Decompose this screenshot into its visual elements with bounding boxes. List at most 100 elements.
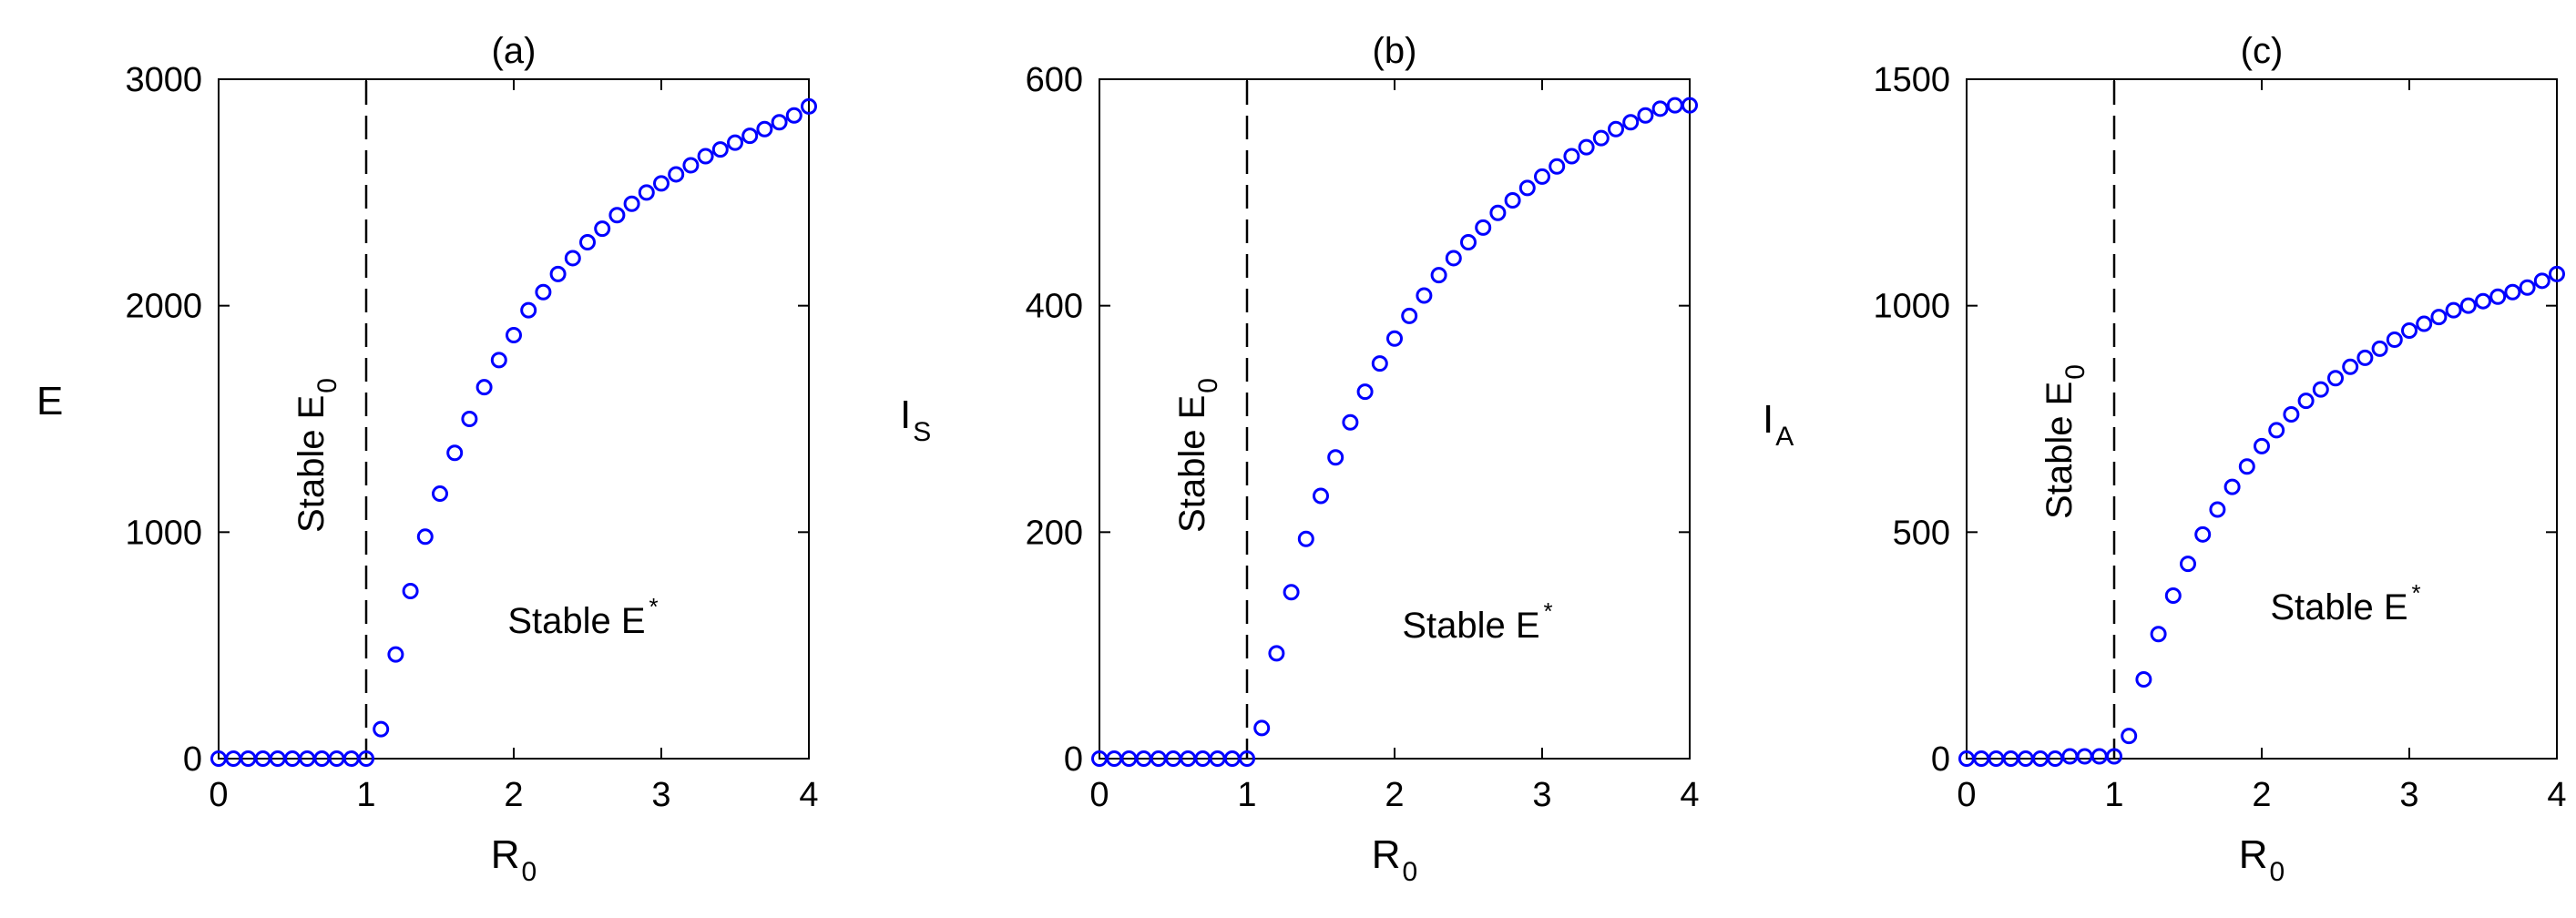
label-stable-e0: Stable E 0 [2039,364,2090,519]
data-series [1958,265,2565,767]
x-tick-label: 4 [799,776,818,814]
data-point [579,234,596,251]
y-tick-label: 2000 [125,288,202,326]
y-tick-label: 0 [1064,740,1083,779]
data-point [1239,750,1255,767]
x-axis-title: R0 [1372,832,1417,887]
data-point [2401,322,2418,340]
label-stable-estar-main: Stable E [507,601,645,641]
label-stable-estar-superscript: * [2412,579,2421,607]
x-axis-title-subscript: 0 [2270,857,2285,887]
label-stable-e0-main: Stable E [1172,395,1212,533]
data-point [2533,272,2550,290]
data-point [535,283,552,301]
x-tick-label: 3 [2399,776,2418,814]
label-stable-e0-main: Stable E [2039,382,2080,519]
x-axis-title-main: R [2239,832,2268,877]
data-point [653,175,670,192]
data-point [446,444,464,462]
data-point [2268,422,2285,439]
label-stable-e0-subscript: 0 [2060,364,2090,380]
data-point [1608,120,1624,138]
label-stable-e0: Stable E 0 [1172,378,1223,533]
data-point [2430,309,2448,326]
label-stable-e0-main: Stable E [291,395,332,533]
y-axis-title-main: I [900,393,911,437]
data-point [2047,750,2064,767]
label-stable-estar: Stable E * [507,593,658,641]
data-point [756,120,773,138]
data-point [2180,556,2196,573]
data-point [2106,748,2122,765]
y-axis-title-subscript: S [913,417,931,447]
data-point [2297,393,2315,410]
y-axis-title-main: E [36,379,63,423]
data-point [594,220,611,238]
y-tick-label: 1000 [1873,288,1950,326]
data-point [2416,315,2433,332]
data-point [2459,297,2477,314]
x-axis-title-subscript: 0 [522,857,537,887]
x-tick-label: 3 [651,776,670,814]
x-axis-title: R0 [491,832,537,887]
x-tick-label: 1 [1237,776,1256,814]
data-point [2254,437,2270,454]
label-stable-estar: Stable E * [2270,579,2420,627]
data-point [1460,234,1477,251]
x-tick-label: 3 [1532,776,1551,814]
data-point [373,720,390,738]
data-point [1475,219,1492,236]
y-axis-title: E [36,379,63,423]
data-point [2312,381,2329,398]
x-tick-label: 2 [2252,776,2271,814]
data-point [623,195,640,212]
data-point [402,582,419,599]
data-point [2194,525,2212,543]
label-stable-estar-superscript: * [1544,597,1553,625]
data-point [358,750,374,767]
data-point [2121,728,2138,745]
data-point [2386,331,2403,348]
x-tick-label: 1 [2104,776,2123,814]
data-point [1371,355,1388,372]
chart-title: (a) [492,31,537,71]
y-tick-label: 3000 [125,61,202,99]
data-point [549,265,567,282]
x-axis-title-main: R [491,832,520,877]
label-stable-e0-subscript: 0 [1193,378,1223,393]
x-tick-label: 0 [1957,776,1976,814]
data-point [1297,530,1314,547]
data-point [2283,406,2300,423]
data-point [2475,292,2491,310]
y-axis-title: IS [900,393,931,447]
y-tick-label: 0 [183,740,202,779]
y-tick-label: 1500 [1873,61,1950,99]
data-point [1489,204,1507,221]
x-tick-label: 4 [1680,776,1699,814]
data-point [2342,358,2359,375]
data-point [2356,349,2374,366]
data-series [210,97,817,767]
data-point [1637,107,1654,124]
data-point [564,250,581,267]
data-point [1253,719,1271,737]
x-tick-label: 4 [2547,776,2566,814]
label-stable-e0: Stable E 0 [291,378,342,533]
data-point [727,134,743,151]
label-stable-estar: Stable E * [1402,597,1552,646]
data-point [2489,288,2507,305]
y-tick-label: 500 [1893,514,1950,552]
data-point [771,114,788,131]
data-point [416,528,434,546]
data-point [387,646,404,663]
data-point [1356,383,1374,401]
y-axis-title: IA [1763,397,1794,452]
label-stable-e0-subscript: 0 [312,378,342,393]
x-axis-title-subscript: 0 [1403,857,1418,887]
data-point [682,157,700,174]
data-point [2371,340,2388,357]
data-point [801,97,817,115]
